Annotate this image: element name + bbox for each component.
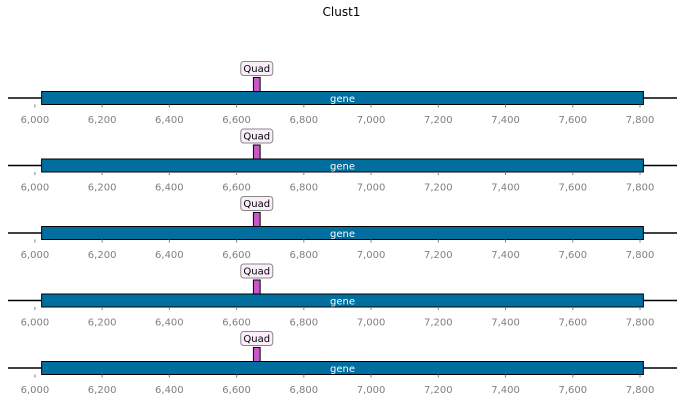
tick-label: 7,600 bbox=[558, 318, 587, 329]
tick-label: 7,400 bbox=[491, 115, 520, 126]
tick-label: 7,600 bbox=[558, 115, 587, 126]
tick-label: 6,600 bbox=[222, 385, 251, 396]
tick-label: 6,000 bbox=[21, 250, 50, 261]
tick-label: 6,000 bbox=[21, 115, 50, 126]
quad-label-box bbox=[240, 263, 274, 279]
tick-label: 7,200 bbox=[424, 385, 453, 396]
tick-label: 6,600 bbox=[222, 318, 251, 329]
tick-label: 6,400 bbox=[155, 115, 184, 126]
gene-label: gene bbox=[330, 94, 355, 105]
tick-label: 7,200 bbox=[424, 250, 453, 261]
gene-label: gene bbox=[330, 297, 355, 308]
quad-label: Quad bbox=[243, 334, 270, 345]
tick-label: 6,400 bbox=[155, 183, 184, 194]
tick-label: 6,400 bbox=[155, 318, 184, 329]
tick-label: 7,800 bbox=[626, 250, 655, 261]
quad-feature bbox=[252, 279, 261, 295]
quad-label-box bbox=[240, 331, 274, 346]
quad-label-box bbox=[240, 61, 274, 76]
tick-label: 7,200 bbox=[424, 115, 453, 126]
tick-label: 6,200 bbox=[88, 183, 117, 194]
tick-label: 6,400 bbox=[155, 385, 184, 396]
tick-label: 6,800 bbox=[290, 385, 319, 396]
tick-label: 7,200 bbox=[424, 318, 453, 329]
gene-bar bbox=[41, 91, 644, 105]
tick-label: 7,000 bbox=[357, 250, 386, 261]
quad-feature bbox=[252, 212, 261, 227]
quad-feature bbox=[252, 77, 261, 92]
quad-label: Quad bbox=[243, 267, 270, 278]
quad-label: Quad bbox=[243, 199, 270, 210]
tick-label: 6,400 bbox=[155, 250, 184, 261]
tick-label: 6,000 bbox=[21, 385, 50, 396]
tick-label: 7,600 bbox=[558, 250, 587, 261]
tick-label: 7,000 bbox=[357, 318, 386, 329]
tick-label: 6,800 bbox=[290, 250, 319, 261]
tick-label: 7,000 bbox=[357, 183, 386, 194]
track-5: gene Quad 6,000 6,200 6,400 6,600 6,800 7,000 7,… bbox=[8, 331, 677, 396]
gene-bar bbox=[41, 361, 644, 375]
quad-label-box bbox=[240, 128, 274, 144]
tick-label: 6,800 bbox=[290, 115, 319, 126]
tick-label: 7,400 bbox=[491, 385, 520, 396]
tick-label: 7,400 bbox=[491, 183, 520, 194]
tick-label: 7,800 bbox=[626, 385, 655, 396]
track-3: gene Quad 6,000 6,200 6,400 6,600 6,800 7,000 7,… bbox=[8, 196, 677, 261]
quad-label: Quad bbox=[243, 64, 270, 75]
tick-label: 7,000 bbox=[357, 385, 386, 396]
tick-label: 6,200 bbox=[88, 385, 117, 396]
tick-label: 6,200 bbox=[88, 115, 117, 126]
tick-label: 7,400 bbox=[491, 250, 520, 261]
tick-label: 7,800 bbox=[626, 115, 655, 126]
gene-bar bbox=[41, 293, 644, 308]
tick-label: 6,000 bbox=[21, 183, 50, 194]
tick-label: 7,800 bbox=[626, 318, 655, 329]
gene-label: gene bbox=[330, 229, 355, 240]
track-4: gene Quad 6,000 6,200 6,400 6,600 6,800 7,000 7,… bbox=[8, 263, 677, 329]
tick-label: 6,600 bbox=[222, 183, 251, 194]
tick-label: 7,000 bbox=[357, 115, 386, 126]
quad-feature bbox=[252, 144, 261, 160]
tick-label: 6,000 bbox=[21, 318, 50, 329]
tick-label: 6,600 bbox=[222, 115, 251, 126]
tick-label: 7,800 bbox=[626, 183, 655, 194]
tick-label: 6,200 bbox=[88, 250, 117, 261]
gene-bar bbox=[41, 226, 644, 240]
tick-label: 7,400 bbox=[491, 318, 520, 329]
quad-feature bbox=[252, 347, 261, 362]
gene-bar bbox=[41, 158, 644, 173]
gene-label: gene bbox=[330, 364, 355, 375]
quad-label-box bbox=[240, 196, 274, 211]
tick-label: 6,200 bbox=[88, 318, 117, 329]
track-2: gene Quad 6,000 6,200 6,400 6,600 6,800 7,000 7,… bbox=[8, 128, 677, 194]
quad-label: Quad bbox=[243, 132, 270, 143]
tick-label: 7,200 bbox=[424, 183, 453, 194]
track-1: gene Quad 6,000 6,200 6,400 6,600 6,800 7,000 7,… bbox=[8, 61, 677, 126]
tick-label: 6,800 bbox=[290, 318, 319, 329]
tick-label: 7,600 bbox=[558, 385, 587, 396]
tick-label: 6,800 bbox=[290, 183, 319, 194]
gene-label: gene bbox=[330, 162, 355, 173]
tick-label: 6,600 bbox=[222, 250, 251, 261]
tick-label: 7,600 bbox=[558, 183, 587, 194]
figure-title: Clust1 bbox=[322, 5, 361, 19]
